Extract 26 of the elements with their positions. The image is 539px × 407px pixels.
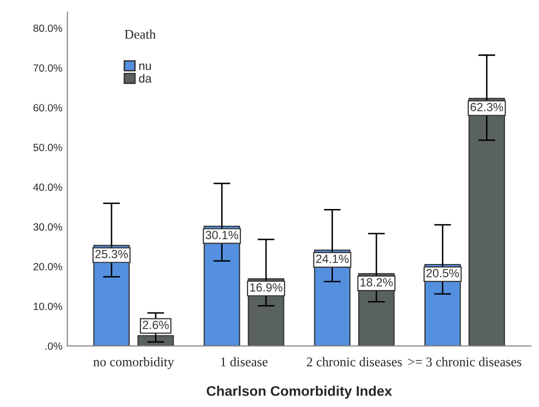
y-tick-label: 60.0% [34,104,62,112]
data-label: 25.3% [95,250,128,258]
data-label: 2.6% [142,320,169,330]
data-label: 62.3% [470,102,504,112]
x-tick-label: 2 chronic diseases [306,357,402,366]
x-axis-title: Charlson Comorbidity Index [206,386,392,399]
data-label: 16.9% [250,283,282,292]
data-label: 20.5% [426,268,459,278]
data-label: 18.2% [360,278,393,286]
legend-title: Death [124,30,156,39]
y-tick-label: 20.0% [34,262,62,270]
x-tick-label: >= 3 chronic diseases [408,357,522,366]
y-tick-label: 50.0% [33,144,62,152]
y-tick-label: .0% [46,342,62,350]
x-tick-label: no comorbidity [93,357,174,370]
bar [468,98,505,346]
data-label: 30.1% [206,230,238,240]
legend-label: da [139,74,152,83]
y-tick-label: 40.0% [33,184,62,191]
y-tick-label: 80.0% [33,24,62,32]
y-tick-label: 70.0% [34,64,62,72]
x-tick-label: 1 disease [221,357,268,366]
legend-label: nu [139,64,151,70]
y-tick-label: 30.0% [33,223,62,231]
y-tick-label: 10.0% [34,302,62,310]
data-label: 24.1% [316,254,349,263]
